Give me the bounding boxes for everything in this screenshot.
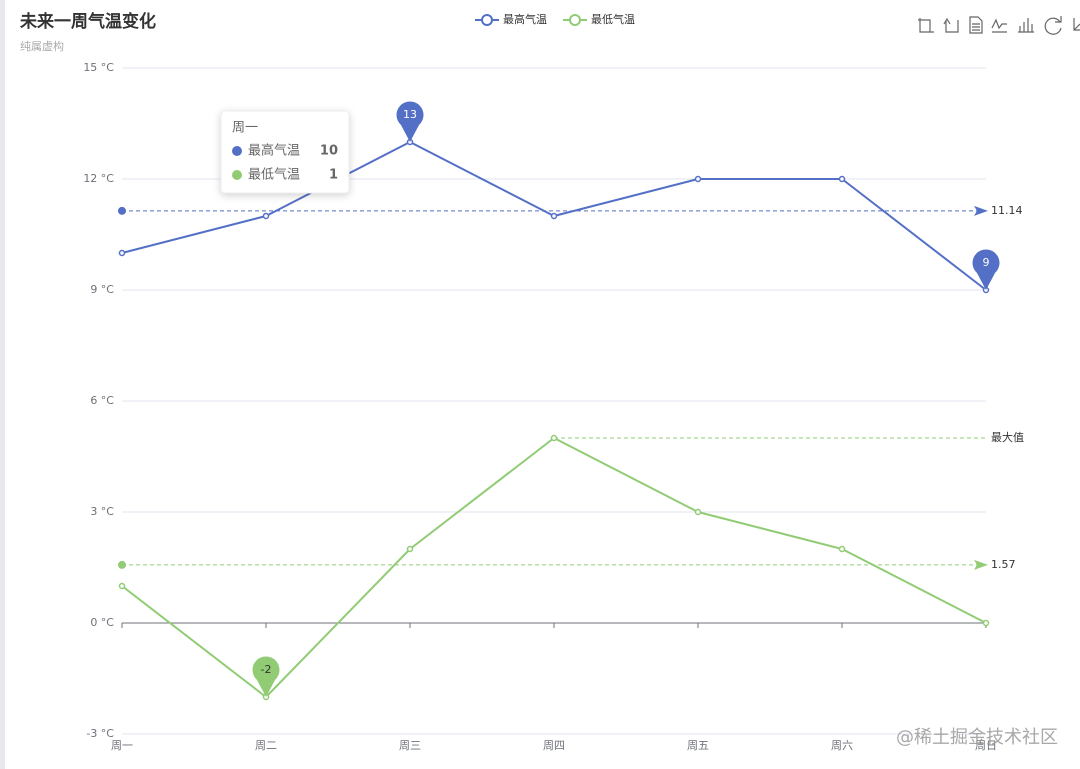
tooltip-dot [232,146,242,156]
tooltip-title: 周一 [232,121,258,136]
data-point [550,212,558,220]
tooltip-box [220,110,350,194]
data-point [838,175,846,183]
data-point [406,545,414,553]
y-tick-label: 3 °C [90,505,114,518]
tool-data-view[interactable] [969,16,983,34]
mark-line-label: 最大值 [991,430,1024,444]
chart-subtitle: 纯属虚构 [20,39,64,53]
data-point [694,175,702,183]
data-point [118,582,126,590]
mark-line-start [118,560,126,569]
x-tick-label: 周五 [687,739,709,752]
data-point [982,619,990,627]
mark-pin [252,656,280,697]
tool-back[interactable] [943,17,959,33]
tooltip-name: 最高气温 [248,143,300,159]
legend-symbol [569,14,581,26]
series-line [121,437,987,698]
mark-pin-label: 13 [403,108,417,121]
tooltip-value: 10 [320,144,338,159]
x-tick-label: 周六 [831,739,853,752]
y-tick-label: -3 °C [86,727,114,740]
tool-bar[interactable] [1018,18,1034,33]
data-point [838,545,846,553]
data-point [694,508,702,516]
x-tick-label: 周二 [255,739,277,752]
y-tick-label: 9 °C [90,283,114,296]
legend-label: 最高气温 [503,12,547,26]
x-tick-label: 周一 [111,739,133,752]
data-point [550,434,558,442]
mark-pin-label: -2 [261,663,272,676]
x-tick-label: 周日 [975,739,997,752]
x-tick-label: 周三 [399,739,421,752]
tool-line[interactable] [991,18,1007,33]
x-tick-label: 周四 [543,739,565,752]
mark-line-arrow [974,205,988,216]
data-point [262,212,270,220]
tooltip-name: 最低气温 [248,167,300,183]
y-tick-label: 6 °C [90,394,114,407]
y-tick-label: 0 °C [90,616,114,629]
mark-pin [396,101,424,142]
mark-line-label: 1.57 [991,558,1016,571]
left-edge [0,0,5,769]
tool-zoom[interactable] [918,18,934,33]
mark-line-label: 11.14 [991,204,1023,217]
mark-line-start [118,206,126,215]
watermark: @稀土掘金技术社区 [896,727,1058,748]
chart-title: 未来一周气温变化 [19,11,156,32]
mark-pin-label: 9 [983,256,990,269]
tool-save[interactable] [1073,18,1080,31]
y-tick-label: 12 °C [83,172,114,185]
tooltip-value: 1 [329,168,338,183]
mark-line-arrow [974,559,988,570]
y-tick-label: 15 °C [83,61,114,74]
tool-restore[interactable] [1044,16,1062,35]
data-point [118,249,126,257]
legend-label: 最低气温 [591,12,635,26]
toolbox[interactable] [918,16,1080,35]
mark-pin [972,249,1000,290]
legend-symbol [481,14,493,26]
tooltip-dot [232,170,242,180]
